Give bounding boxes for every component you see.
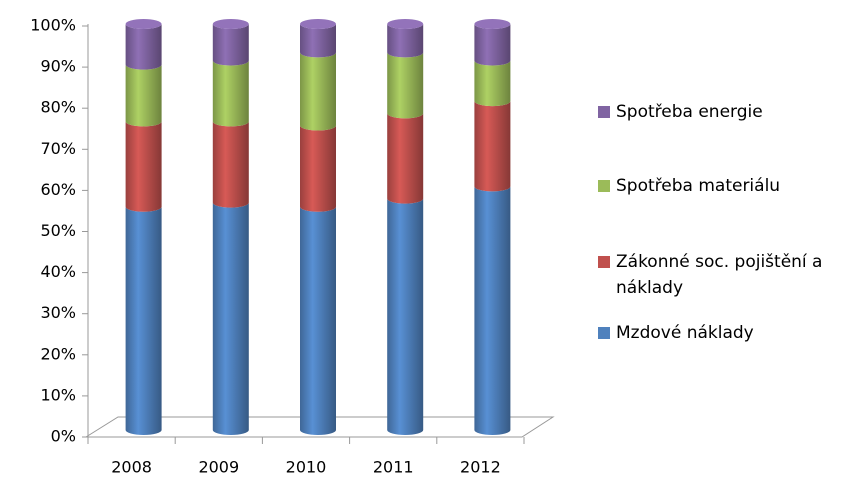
legend-item: Zákonné soc. pojištění a náklady [598, 249, 831, 301]
y-tick-label: 100% [30, 16, 76, 35]
bar-top [474, 19, 511, 29]
x-tick-label: 2008 [111, 458, 152, 477]
legend-swatch [598, 180, 610, 192]
bar-top [212, 19, 249, 29]
y-tick-label: 30% [40, 303, 76, 322]
y-tick-label: 50% [40, 221, 76, 240]
y-tick-label: 70% [40, 139, 76, 158]
legend-label: Zákonné soc. pojištění a náklady [616, 252, 823, 298]
y-tick-label: 10% [40, 385, 76, 404]
bar-segment [387, 52, 424, 119]
bar-segment [125, 64, 162, 127]
bar-segment [300, 52, 336, 131]
y-tick-label: 0% [51, 427, 76, 446]
legend-swatch [598, 106, 610, 118]
bar-segment [125, 121, 162, 212]
bar-segment [125, 24, 162, 70]
legend-label: Mzdové náklady [616, 323, 754, 343]
legend-item: Spotřeba materiálu [598, 173, 831, 199]
bar-segment [474, 60, 511, 107]
legend-item: Spotřeba energie [598, 99, 831, 125]
legend-label: Spotřeba materiálu [616, 176, 781, 196]
bar-segment [474, 101, 511, 192]
x-tick-label: 2012 [460, 458, 501, 477]
bar-segment [474, 186, 511, 435]
y-tick-label: 40% [40, 262, 76, 281]
bar-segment [212, 24, 249, 66]
legend-swatch [598, 256, 610, 268]
legend-swatch [598, 327, 610, 339]
bar-segment [300, 206, 336, 435]
x-tick-label: 2010 [286, 458, 327, 477]
legend-item: Mzdové náklady [598, 320, 831, 346]
bar-segment [387, 113, 424, 204]
bar-segment [387, 198, 424, 435]
x-tick-label: 2011 [373, 458, 414, 477]
bar-segment [212, 121, 249, 208]
bar-segment [387, 24, 424, 58]
x-tick-label: 2009 [198, 458, 239, 477]
bar-segment [300, 125, 336, 212]
bar-segment [300, 24, 336, 58]
bar-segment [212, 60, 249, 127]
bar-top [387, 19, 424, 29]
y-tick-label: 20% [40, 344, 76, 363]
bar-top [125, 19, 162, 29]
bar-segment [474, 24, 511, 66]
legend-label: Spotřeba energie [616, 102, 763, 122]
y-tick-label: 80% [40, 98, 76, 117]
bar-top [300, 19, 336, 29]
y-tick-label: 90% [40, 57, 76, 76]
y-tick-label: 60% [40, 180, 76, 199]
bar-segment [212, 202, 249, 435]
bar-segment [125, 206, 162, 435]
